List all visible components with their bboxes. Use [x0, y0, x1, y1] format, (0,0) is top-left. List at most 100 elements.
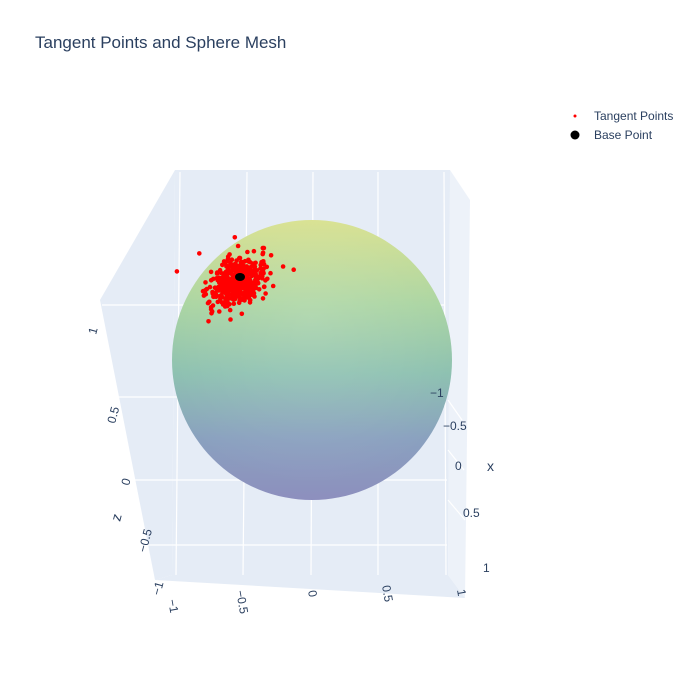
- tangent-point: [221, 259, 227, 264]
- tangent-point: [265, 276, 270, 282]
- tangent-point: [260, 296, 266, 301]
- tangent-point: [203, 280, 208, 285]
- tangent-point: [261, 245, 267, 251]
- tangent-point: [208, 269, 214, 275]
- tangent-point: [200, 288, 206, 294]
- tangent-point: [244, 273, 249, 279]
- tangent-point: [216, 277, 221, 283]
- tangent-point: [251, 269, 257, 275]
- tangent-point: [227, 307, 233, 313]
- tangent-point: [229, 257, 235, 263]
- z-tick-label: 0: [118, 476, 133, 486]
- tangent-point: [240, 284, 246, 289]
- tangent-point: [246, 290, 251, 295]
- tangent-point: [253, 277, 258, 283]
- tangent-point: [232, 235, 238, 240]
- tangent-point: [217, 293, 223, 299]
- z-tick-label: 1: [85, 325, 100, 335]
- tangent-point: [242, 266, 247, 272]
- tangent-point: [237, 255, 242, 261]
- tangent-point: [227, 301, 232, 307]
- tangent-point: [232, 289, 238, 294]
- tangent-point: [237, 295, 243, 300]
- tangent-point: [211, 294, 217, 299]
- tangent-point: [264, 264, 270, 270]
- tangent-point: [240, 291, 245, 296]
- tangent-point: [227, 252, 232, 257]
- tangent-point: [225, 256, 231, 262]
- tangent-point: [258, 266, 263, 271]
- z-tick-label: 0.5: [104, 405, 122, 425]
- tangent-point: [197, 251, 202, 256]
- tangent-point: [224, 282, 229, 288]
- tangent-point: [215, 299, 221, 305]
- y-tick-label: −1: [165, 598, 181, 614]
- tangent-point: [209, 311, 214, 316]
- tangent-point: [231, 281, 236, 287]
- x-tick-label: 1: [483, 561, 490, 575]
- z-tick-label: −1: [149, 580, 166, 597]
- legend-item-base-point[interactable]: Base Point: [566, 125, 673, 144]
- legend-item-tangent-points[interactable]: Tangent Points: [566, 106, 673, 125]
- tangent-point: [225, 278, 230, 284]
- tangent-point: [262, 284, 267, 290]
- tangent-point: [239, 311, 245, 317]
- tangent-point: [223, 272, 229, 277]
- tangent-point: [268, 270, 273, 276]
- z-tick-label: −0.5: [135, 527, 155, 554]
- x-tick-label: 0: [455, 459, 462, 473]
- legend: Tangent Points Base Point: [566, 106, 673, 144]
- tangent-point: [217, 309, 222, 314]
- back-wall-left: [100, 170, 175, 580]
- tangent-point: [208, 307, 214, 312]
- tangent-point: [229, 264, 234, 270]
- tangent-point: [174, 269, 180, 274]
- y-tick-label: 1: [454, 588, 469, 597]
- tangent-point: [258, 262, 264, 268]
- base-point: [235, 273, 245, 281]
- tangent-point: [245, 249, 250, 255]
- floor-wall: [155, 575, 465, 598]
- tangent-point: [205, 300, 211, 306]
- tangent-point: [214, 271, 220, 276]
- tangent-point: [270, 283, 276, 289]
- tangent-point: [250, 282, 255, 287]
- tangent-point: [235, 243, 241, 249]
- tangent-point: [216, 288, 221, 293]
- bottom-axis-ticks: −1 −0.5 0 0.5 1: [165, 584, 469, 615]
- tangent-point: [244, 279, 250, 284]
- x-axis-title: x: [487, 458, 494, 474]
- tangent-point: [220, 262, 225, 268]
- chart-title: Tangent Points and Sphere Mesh: [35, 33, 287, 52]
- tangent-point: [246, 257, 251, 263]
- x-tick-label: 0.5: [463, 506, 480, 520]
- tangent-point: [225, 266, 231, 272]
- x-tick-label: −1: [430, 386, 444, 400]
- tangent-point: [210, 303, 216, 308]
- tangent-point: [229, 276, 235, 282]
- tangent-point: [259, 276, 265, 281]
- y-tick-label: −0.5: [233, 589, 251, 615]
- tangent-point: [217, 267, 223, 273]
- tangent-point: [228, 317, 233, 322]
- tangent-point: [268, 253, 274, 258]
- tangent-point: [232, 296, 238, 302]
- z-axis-ticks: 1 0.5 0 −0.5 −1 z: [85, 325, 166, 596]
- series-base-point[interactable]: [235, 273, 245, 281]
- y-tick-label: 0: [305, 589, 320, 598]
- legend-swatch-red: [566, 109, 584, 123]
- tangent-point: [226, 288, 232, 293]
- tangent-point: [263, 291, 268, 296]
- tangent-point: [256, 287, 262, 292]
- tangent-point: [231, 301, 237, 307]
- tangent-point: [201, 293, 207, 298]
- tangent-point: [260, 251, 266, 257]
- tangent-point: [206, 319, 211, 324]
- right-wall: [448, 170, 470, 598]
- tangent-point: [234, 279, 240, 285]
- tangent-point: [251, 248, 257, 254]
- y-tick-label: 0.5: [379, 584, 396, 603]
- x-tick-label: −0.5: [443, 419, 467, 433]
